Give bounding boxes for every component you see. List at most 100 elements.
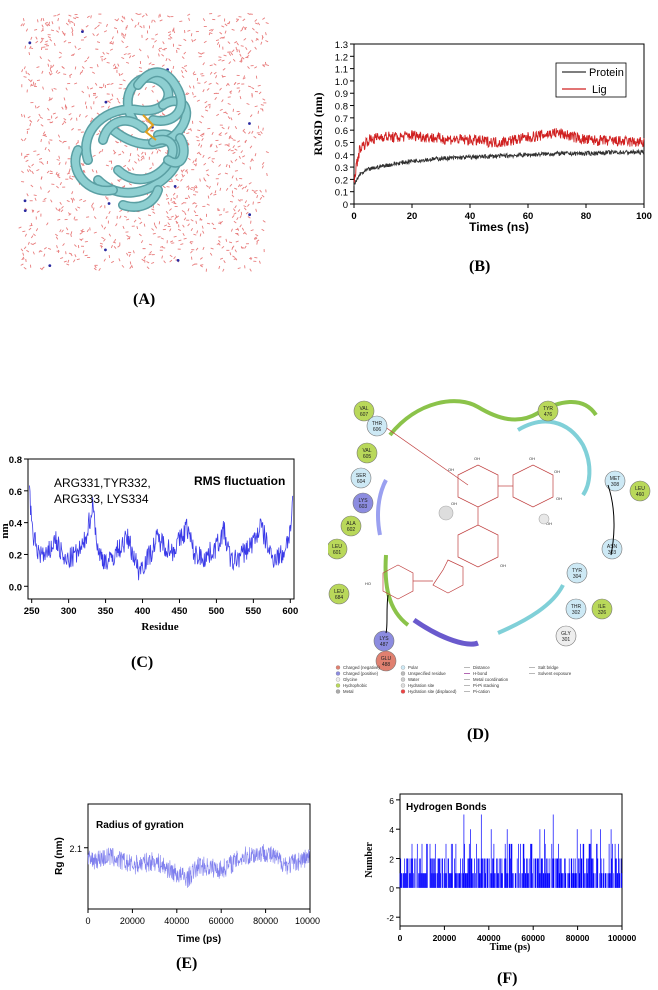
- water-molecule: [98, 22, 102, 24]
- water-molecule: [62, 140, 65, 144]
- water-molecule: [208, 82, 212, 85]
- water-molecule: [192, 92, 194, 96]
- residue-number: 304: [573, 574, 582, 580]
- water-molecule: [202, 154, 205, 158]
- water-molecule: [110, 245, 113, 249]
- water-molecule: [83, 200, 87, 202]
- water-molecule: [43, 253, 46, 257]
- water-molecule: [165, 210, 169, 214]
- legend-entry: Hydrophobic: [343, 683, 368, 688]
- water-molecule: [251, 86, 255, 90]
- water-molecule: [100, 56, 104, 58]
- water-molecule: [237, 267, 241, 270]
- water-molecule: [83, 36, 87, 39]
- water-molecule: [195, 204, 198, 208]
- water-molecule: [106, 52, 110, 55]
- water-molecule: [61, 229, 64, 233]
- water-molecule: [47, 23, 51, 27]
- y-tick-label: 1.3: [335, 40, 348, 51]
- legend-swatch: [400, 683, 406, 688]
- water-molecule: [231, 215, 235, 218]
- ribbon-strand: [164, 134, 188, 166]
- water-molecule: [175, 220, 178, 224]
- water-molecule: [234, 41, 238, 44]
- water-molecule: [238, 155, 241, 159]
- water-molecule: [184, 212, 187, 216]
- water-molecule: [207, 156, 211, 160]
- water-molecule: [74, 244, 77, 248]
- svg-text:HO: HO: [365, 581, 371, 586]
- water-molecule: [252, 201, 254, 205]
- water-molecule: [147, 55, 149, 59]
- water-molecule: [247, 203, 250, 207]
- water-molecule: [261, 228, 265, 232]
- water-molecule: [118, 258, 121, 262]
- water-molecule: [165, 197, 169, 200]
- residue-number: 603: [359, 504, 368, 510]
- x-tick-label: 400: [135, 606, 151, 617]
- water-molecule: [202, 89, 205, 93]
- water-molecule: [254, 237, 258, 240]
- rmsf-annotation-line2: ARG333, LYS334: [54, 492, 149, 506]
- water-molecule: [236, 82, 241, 85]
- water-molecule: [96, 133, 100, 136]
- water-molecule: [68, 113, 72, 116]
- water-molecule: [241, 186, 245, 190]
- rg-x-label: Time (ps): [177, 934, 221, 945]
- ion: [248, 122, 251, 125]
- water-molecule: [24, 207, 28, 211]
- water-molecule: [196, 230, 199, 234]
- water-molecule: [217, 242, 221, 246]
- water-molecule: [30, 79, 33, 83]
- water-molecule: [61, 30, 65, 34]
- water-molecule: [131, 54, 135, 58]
- water-molecule: [236, 42, 239, 46]
- y-tick-label: 0.4: [335, 151, 348, 162]
- water-molecule: [63, 260, 67, 263]
- water-molecule: [148, 62, 152, 65]
- water-molecule: [56, 185, 59, 189]
- hbond-y-ticks: -2 0 2 4 6: [386, 796, 400, 923]
- water-molecule: [122, 79, 126, 82]
- hbond-chart: -2 0 2 4 6 0 20000 40000 60000 80000 100000 Hydro…: [362, 790, 658, 955]
- water-molecule: [229, 252, 232, 256]
- x-tick-label: 20000: [433, 933, 457, 943]
- water-molecule: [214, 190, 217, 194]
- water-molecule: [82, 250, 85, 254]
- water-molecule: [225, 187, 229, 191]
- water-molecule: [128, 253, 131, 257]
- water-molecule: [215, 39, 220, 41]
- water-molecule: [231, 194, 235, 198]
- water-molecule: [93, 216, 97, 220]
- residue-number: 308: [611, 482, 620, 488]
- water-molecule: [203, 80, 207, 84]
- water-molecule: [66, 263, 70, 266]
- water-molecule: [23, 137, 27, 141]
- water-molecule: [79, 232, 83, 235]
- water-molecule: [73, 22, 76, 27]
- water-molecule: [240, 150, 244, 154]
- residue-node: [356, 442, 378, 464]
- water-molecule: [209, 71, 213, 75]
- water-molecule: [186, 132, 190, 134]
- water-molecule: [29, 224, 33, 227]
- residue-node: [328, 583, 350, 605]
- water-molecule: [76, 258, 80, 261]
- water-molecule: [189, 188, 193, 191]
- water-molecule: [138, 13, 142, 16]
- water-molecule: [193, 233, 197, 236]
- legend-entry: Polar: [408, 665, 419, 670]
- water-molecule: [210, 143, 213, 147]
- water-molecule: [29, 45, 32, 49]
- water-molecule: [110, 82, 114, 85]
- rg-title: Radius of gyration: [96, 820, 184, 831]
- water-molecule: [69, 177, 74, 180]
- water-molecule: [176, 215, 180, 219]
- water-molecule: [91, 202, 94, 206]
- water-molecule: [192, 202, 196, 205]
- water-molecule: [183, 38, 187, 42]
- legend-label-protein: Protein: [589, 67, 624, 79]
- water-molecule: [137, 92, 141, 96]
- water-molecule: [165, 193, 168, 197]
- residue-number: 301: [562, 637, 571, 643]
